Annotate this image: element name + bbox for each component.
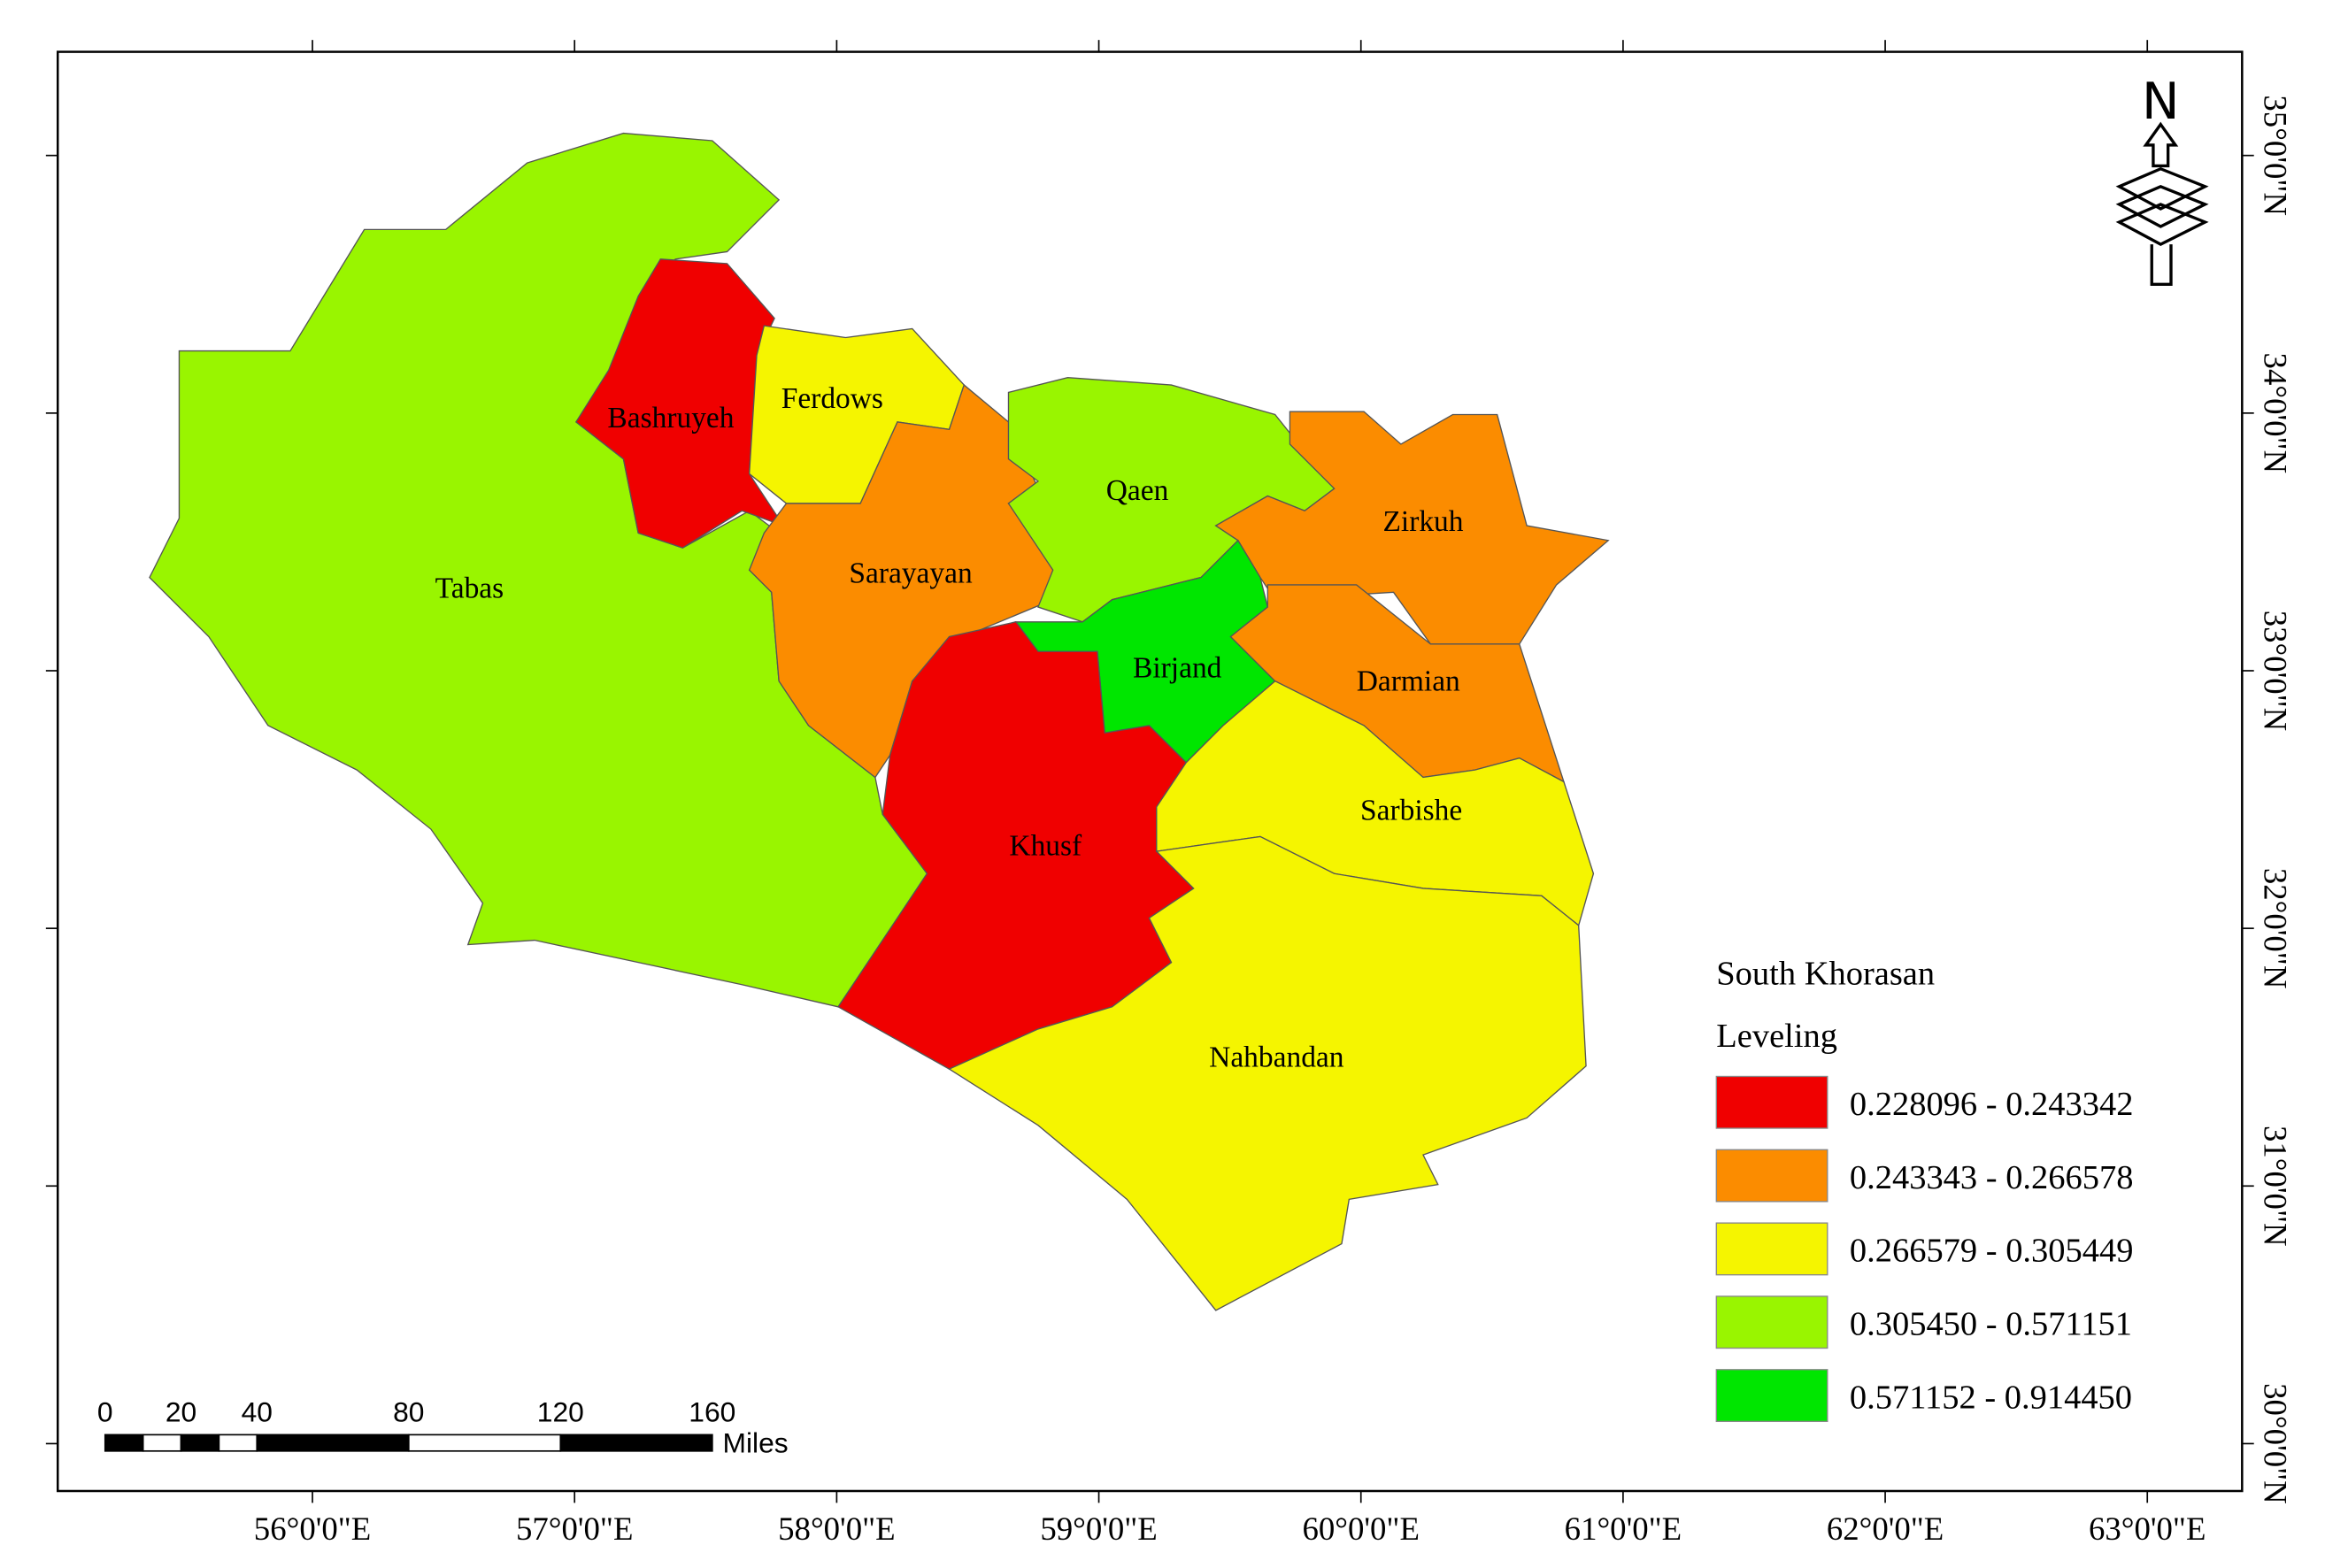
y-axis-label: 35°0'0"N [2257,95,2293,216]
district-label: Ferdows [781,382,883,415]
district-label: Bashruyeh [607,402,734,434]
north-arrow: N [2115,73,2209,286]
legend-title: South Khorasan [1716,956,1935,993]
scale-segment [180,1433,220,1452]
x-axis-label: 56°0'0"E [254,1510,371,1547]
district-label: Nahbandan [1209,1041,1344,1074]
y-axis-label: 31°0'0"N [2257,1126,2293,1247]
x-axis-label: 60°0'0"E [1303,1510,1420,1547]
scale-unit: Miles [723,1426,789,1458]
district-label: Zirkuh [1382,505,1463,538]
arrow-tail [2150,244,2173,286]
district [748,383,1061,779]
scale-segment [104,1433,144,1452]
x-axis-label: 58°0'0"E [778,1510,895,1547]
legend-swatch [1715,1369,1828,1423]
legend-swatch [1715,1295,1828,1349]
scale-label: 120 [537,1395,584,1427]
legend-label: 0.266579 - 0.305449 [1850,1233,2134,1270]
district-label: Tabas [435,572,504,604]
scale-label: 0 [97,1395,113,1427]
scale-label: 80 [393,1395,424,1427]
layers-icon [2115,166,2209,246]
district-label: Qaen [1106,474,1169,507]
y-axis-label: 30°0'0"N [2257,1383,2293,1504]
y-axis-label: 32°0'0"N [2257,868,2293,989]
x-axis-label: 62°0'0"E [1827,1510,1944,1547]
district-label: Darmian [1357,665,1460,698]
scale-segment [218,1433,258,1452]
scale-label: 40 [242,1395,273,1427]
y-axis-label: 33°0'0"N [2257,611,2293,732]
legend-label: 0.571152 - 0.914450 [1850,1379,2132,1416]
arrow [2143,121,2179,168]
x-axis-label: 59°0'0"E [1040,1510,1157,1547]
scale-segment [256,1433,410,1452]
scale-label: 20 [166,1395,196,1427]
legend-swatch [1715,1222,1828,1276]
scale-segment [142,1433,182,1452]
x-axis-label: 61°0'0"E [1565,1510,1682,1547]
legend-label: 0.305450 - 0.571151 [1850,1305,2132,1342]
legend-label: 0.228096 - 0.243342 [1850,1086,2134,1123]
north-label: N [2142,73,2180,131]
legend-label: 0.243343 - 0.266578 [1850,1159,2134,1196]
district-label: Sarayayan [849,557,973,590]
district [574,258,785,549]
scale-segment [407,1433,562,1452]
district [948,835,1587,1311]
legend-swatch [1715,1149,1828,1203]
x-axis-label: 63°0'0"E [2089,1510,2206,1547]
legend-swatch [1715,1075,1828,1129]
map-frame [56,50,2244,1493]
district-label: Sarbishe [1360,794,1462,826]
legend-subtitle: Leveling [1716,1018,1837,1055]
scale-label: 160 [689,1395,735,1427]
district-label: Birjand [1133,652,1222,685]
y-axis-label: 34°0'0"N [2257,353,2293,474]
x-axis-label: 57°0'0"E [516,1510,633,1547]
scale-segment [559,1433,713,1452]
district-label: Khusf [1009,829,1082,862]
